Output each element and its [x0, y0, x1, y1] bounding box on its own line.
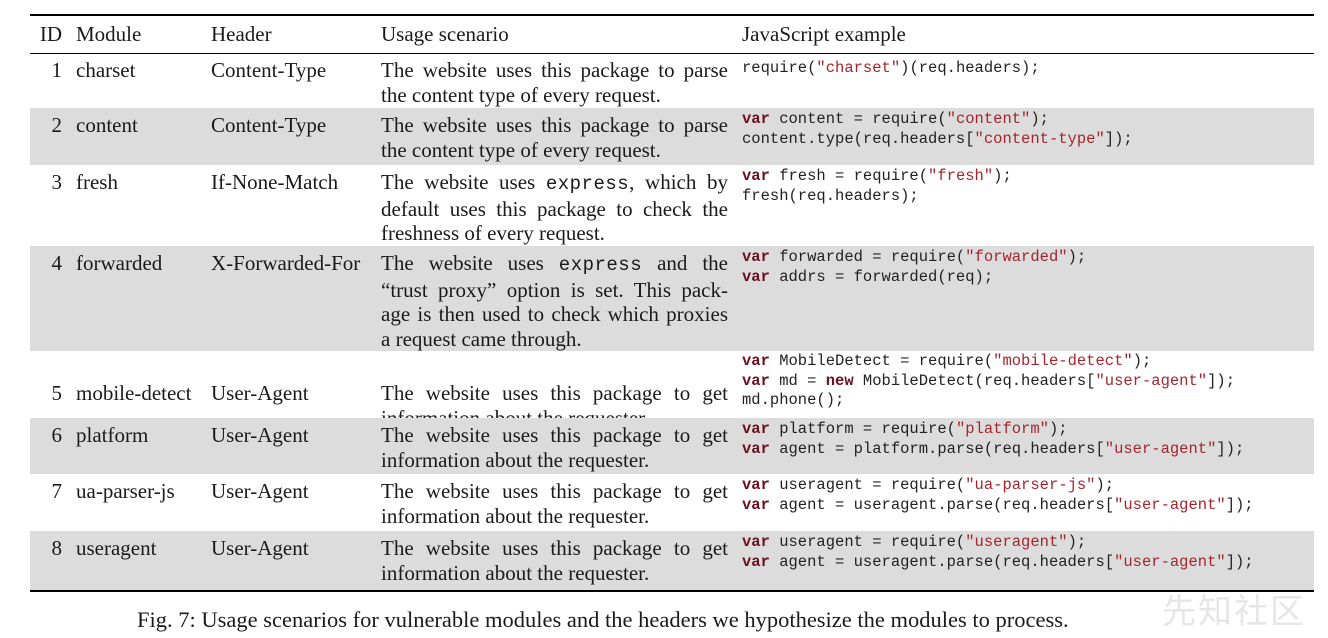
table-row: 8 useragent User-Agent The website uses thi…	[30, 531, 1314, 590]
usage-line: The website uses express, which by	[381, 170, 728, 195]
watermark-logo: 先知社区	[1162, 592, 1306, 632]
row-module: forwarded	[76, 251, 163, 275]
table-row: 2 content Content-Type The website uses thi…	[30, 108, 1314, 165]
usage-line: The website uses this package to parse	[381, 113, 728, 137]
figure-caption: Fig. 7: Usage scenarios for vulnerable m…	[137, 607, 1069, 632]
code-line: md.phone();	[742, 391, 845, 409]
row-header: Content-Type	[211, 58, 327, 82]
code-line: require("charset")(req.headers);	[742, 59, 1040, 77]
code-line: var forwarded = require("forwarded");	[742, 248, 1087, 266]
usage-line: a request came through.	[381, 326, 582, 351]
code-line: var agent = useragent.parse(req.headers[…	[742, 495, 1254, 514]
row-module: fresh	[76, 170, 118, 194]
row-id: 8	[51, 536, 63, 560]
row-js-example: var MobileDetect = require("mobile-detec…	[742, 352, 1235, 411]
row-id: 5	[51, 381, 63, 405]
usage-line: the content type of every request.	[381, 137, 661, 162]
usage-line: The website uses this package to parse	[381, 58, 728, 82]
table-row: 1 charset Content-Type The website uses thi…	[30, 54, 1314, 108]
table-header-row: ID Module Header Usage scenario JavaScri…	[30, 16, 1314, 53]
row-header: Content-Type	[211, 113, 327, 137]
usage-line: “trust proxy” option is set. This pack-	[381, 277, 728, 302]
row-js-example: var useragent = require("useragent"); var…	[742, 533, 1254, 572]
row-module: mobile-detect	[76, 381, 192, 405]
usage-line: The website uses this package to get	[381, 423, 728, 447]
row-module: ua-parser-js	[76, 479, 175, 503]
row-id: 7	[51, 479, 63, 503]
usage-line: freshness of every request.	[381, 221, 605, 245]
table-row: 6 platform User-Agent The website uses this…	[30, 418, 1314, 474]
row-usage: The website uses this package to parse th…	[381, 113, 728, 162]
table-row: 3 fresh If-None-Match The website uses expr…	[30, 165, 1314, 246]
row-js-example: var fresh = require("fresh"); fresh(req.h…	[742, 167, 1012, 206]
row-usage: The website uses this package to parse th…	[381, 58, 728, 107]
row-id: 1	[51, 58, 63, 82]
code-line: var agent = platform.parse(req.headers["…	[742, 439, 1245, 458]
usage-line: information about the requester.	[381, 560, 650, 585]
row-header: User-Agent	[211, 381, 309, 405]
row-module: platform	[76, 423, 149, 447]
code-line: var md = new MobileDetect(req.headers["u…	[742, 371, 1235, 390]
row-header: If-None-Match	[211, 170, 339, 194]
code-line: var content = require("content");	[742, 110, 1049, 128]
header-js: JavaScript example	[742, 22, 906, 46]
usage-line: the content type of every request.	[381, 82, 661, 107]
code-line: content.type(req.headers["content-type"]…	[742, 129, 1133, 148]
row-header: User-Agent	[211, 423, 309, 447]
code-line: var addrs = forwarded(req);	[742, 267, 994, 286]
code-line: var useragent = require("ua-parser-js");	[742, 476, 1115, 494]
code-line: var platform = require("platform");	[742, 420, 1068, 438]
row-id: 4	[51, 251, 63, 275]
row-id: 3	[51, 170, 63, 194]
usage-line: The website uses express and the	[381, 251, 728, 276]
header-module: Module	[76, 22, 142, 46]
usage-line: information about the requester.	[381, 447, 650, 472]
row-module: content	[76, 113, 138, 137]
table-header-rule	[30, 53, 1314, 54]
row-header: User-Agent	[211, 536, 309, 560]
header-usage: Usage scenario	[381, 22, 509, 46]
table-bottom-rule	[30, 590, 1314, 592]
usage-line: The website uses this package to get	[381, 381, 728, 405]
table-row: 7 ua-parser-js User-Agent The website uses …	[30, 474, 1314, 531]
usage-line: The website uses this package to get	[381, 479, 728, 503]
row-js-example: var content = require("content"); content…	[742, 110, 1133, 149]
row-js-example: var platform = require("platform"); var a…	[742, 420, 1244, 459]
row-id: 2	[51, 113, 63, 137]
usage-line: information about the requester.	[381, 503, 650, 528]
row-usage: The website uses express and the “trust p…	[381, 251, 728, 351]
header-header: Header	[211, 22, 272, 46]
row-module: charset	[76, 58, 136, 82]
usage-line: age is then used to check which proxies	[381, 302, 728, 326]
code-line: var agent = useragent.parse(req.headers[…	[742, 552, 1254, 571]
header-id: ID	[39, 22, 62, 46]
table-row: 4 forwarded X-Forwarded-For The website use…	[30, 246, 1314, 351]
row-js-example: var forwarded = require("forwarded"); var…	[742, 248, 1086, 287]
row-header: X-Forwarded-For	[211, 251, 361, 275]
usage-line: The website uses this package to get	[381, 536, 728, 560]
row-js-example: require("charset")(req.headers);	[742, 59, 1040, 79]
code-line: var useragent = require("useragent");	[742, 533, 1087, 551]
row-module: useragent	[76, 536, 157, 560]
code-line: var fresh = require("fresh");	[742, 167, 1012, 185]
row-header: User-Agent	[211, 479, 309, 503]
usage-line: default uses this package to check the	[381, 196, 728, 221]
table-top-rule	[30, 14, 1314, 16]
row-js-example: var useragent = require("ua-parser-js");…	[742, 476, 1254, 515]
code-line: var MobileDetect = require("mobile-detec…	[742, 352, 1152, 370]
row-usage: The website uses express, which by defaul…	[381, 170, 728, 246]
table-row: 5 mobile-detect User-Agent The website uses…	[30, 351, 1314, 430]
code-line: fresh(req.headers);	[742, 186, 919, 205]
row-id: 6	[51, 423, 63, 447]
